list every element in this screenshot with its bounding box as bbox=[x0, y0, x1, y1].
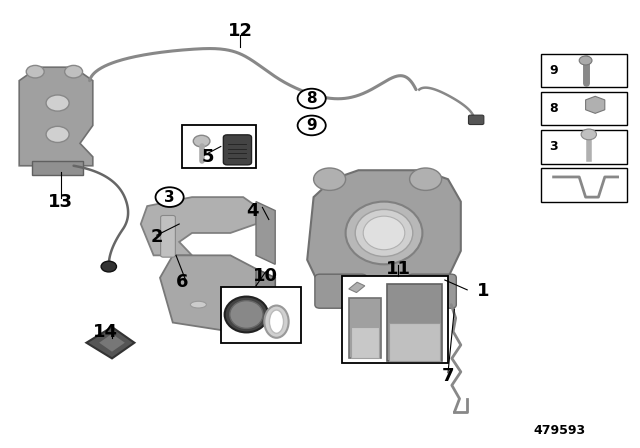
Text: 479593: 479593 bbox=[534, 423, 586, 437]
Circle shape bbox=[581, 129, 596, 140]
Text: 9: 9 bbox=[549, 64, 558, 77]
Ellipse shape bbox=[225, 297, 268, 332]
Text: 8: 8 bbox=[307, 91, 317, 106]
FancyBboxPatch shape bbox=[315, 274, 367, 308]
Polygon shape bbox=[307, 170, 461, 300]
Circle shape bbox=[46, 95, 69, 111]
FancyBboxPatch shape bbox=[223, 135, 252, 165]
Polygon shape bbox=[586, 96, 605, 113]
Text: 13: 13 bbox=[48, 193, 74, 211]
Text: 8: 8 bbox=[549, 102, 558, 115]
Polygon shape bbox=[349, 282, 365, 293]
Polygon shape bbox=[256, 269, 275, 323]
Ellipse shape bbox=[269, 310, 284, 333]
Text: 11: 11 bbox=[385, 260, 411, 278]
Text: 1: 1 bbox=[477, 282, 490, 300]
Ellipse shape bbox=[346, 202, 422, 264]
Ellipse shape bbox=[229, 288, 245, 295]
FancyBboxPatch shape bbox=[161, 215, 175, 257]
Text: 3: 3 bbox=[549, 140, 558, 153]
Ellipse shape bbox=[191, 301, 206, 308]
FancyBboxPatch shape bbox=[408, 274, 456, 308]
Ellipse shape bbox=[364, 216, 405, 250]
Circle shape bbox=[314, 168, 346, 190]
Ellipse shape bbox=[230, 301, 263, 328]
Ellipse shape bbox=[355, 210, 413, 256]
Polygon shape bbox=[160, 255, 275, 332]
Circle shape bbox=[410, 168, 442, 190]
Text: 14: 14 bbox=[93, 323, 118, 340]
Bar bbox=[221, 287, 301, 343]
Circle shape bbox=[193, 135, 210, 147]
Text: 6: 6 bbox=[176, 273, 189, 291]
Bar bbox=[541, 168, 627, 202]
Polygon shape bbox=[32, 161, 83, 175]
Text: 3: 3 bbox=[164, 190, 175, 205]
Polygon shape bbox=[86, 327, 134, 358]
Text: 12: 12 bbox=[227, 22, 253, 40]
Circle shape bbox=[101, 261, 116, 272]
Bar bbox=[541, 54, 627, 87]
Text: 2: 2 bbox=[150, 228, 163, 246]
Polygon shape bbox=[141, 197, 256, 255]
Polygon shape bbox=[349, 298, 381, 358]
Bar bbox=[541, 92, 627, 125]
Polygon shape bbox=[351, 327, 379, 358]
Polygon shape bbox=[387, 284, 442, 361]
Text: 10: 10 bbox=[253, 267, 278, 284]
Bar bbox=[342, 276, 448, 363]
Polygon shape bbox=[19, 67, 93, 166]
Circle shape bbox=[298, 89, 326, 108]
Bar bbox=[541, 130, 627, 164]
Circle shape bbox=[26, 65, 44, 78]
Polygon shape bbox=[389, 323, 440, 361]
Circle shape bbox=[298, 116, 326, 135]
Circle shape bbox=[46, 126, 69, 142]
Text: 7: 7 bbox=[442, 367, 454, 385]
Text: 4: 4 bbox=[246, 202, 259, 220]
FancyBboxPatch shape bbox=[468, 115, 484, 125]
Polygon shape bbox=[99, 334, 125, 352]
Circle shape bbox=[579, 56, 592, 65]
Text: 5: 5 bbox=[202, 148, 214, 166]
Text: 9: 9 bbox=[307, 118, 317, 133]
Circle shape bbox=[65, 65, 83, 78]
Ellipse shape bbox=[264, 306, 289, 338]
Polygon shape bbox=[256, 202, 275, 264]
Circle shape bbox=[156, 187, 184, 207]
Bar bbox=[182, 125, 256, 168]
